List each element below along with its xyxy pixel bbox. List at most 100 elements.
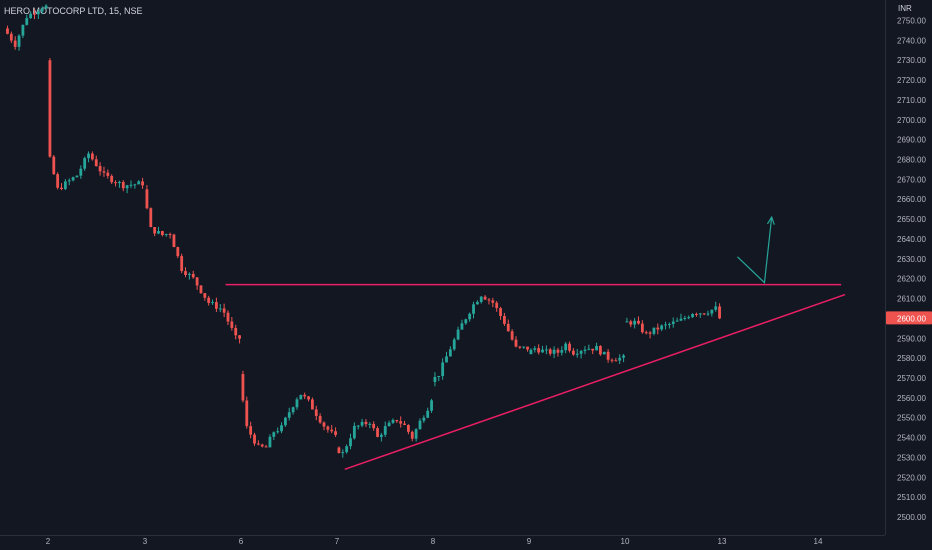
candle-body	[17, 35, 21, 47]
candle-body	[606, 351, 610, 360]
arrow-head	[766, 215, 775, 225]
candle-body	[548, 349, 552, 354]
candle-body	[526, 346, 529, 350]
y-tick-label: 2610.00	[897, 295, 926, 304]
candle-body	[106, 172, 110, 176]
x-tick-label: 7	[335, 537, 340, 546]
candle-body	[671, 321, 675, 324]
candle-body	[695, 313, 698, 315]
candle-body	[679, 318, 683, 321]
candle-body	[79, 168, 83, 176]
drawings-layer	[225, 215, 846, 471]
candle-body	[211, 302, 214, 304]
candle-body	[522, 346, 526, 348]
candle-body	[614, 360, 618, 362]
candle-body	[260, 444, 264, 447]
candle-body	[9, 33, 13, 41]
candle-body	[6, 28, 9, 34]
candle-body	[226, 312, 230, 322]
candle-body	[556, 349, 560, 353]
candle-body	[13, 40, 17, 47]
candle-body	[664, 324, 667, 326]
candle-body	[510, 331, 514, 340]
candle-body	[360, 421, 364, 426]
candle-body	[330, 429, 334, 432]
price-axis[interactable]: 2500.00 2510.00 2520.00 2530.00 2540.00 2550.…	[885, 0, 927, 535]
projection-arrow	[737, 217, 773, 284]
candle-body	[164, 234, 168, 236]
chart-title: HERO MOTOCORP LTD, 15, NSE	[4, 6, 143, 16]
candle-body	[283, 417, 287, 426]
candle-body	[506, 323, 510, 332]
y-tick-label: 2710.00	[897, 96, 926, 105]
candle-body	[314, 409, 318, 416]
candle-body	[656, 327, 660, 330]
candle-body	[63, 181, 67, 190]
candle-body	[599, 345, 602, 355]
price-tag-bg	[886, 311, 932, 325]
candle-body	[383, 426, 387, 435]
candle-body	[702, 313, 706, 315]
candle-body	[518, 346, 522, 348]
y-tick-label: 2740.00	[897, 36, 926, 45]
candle-body	[541, 349, 544, 353]
candle-body	[448, 349, 452, 357]
candle-body	[544, 349, 548, 351]
candle-body	[67, 180, 71, 182]
time-axis[interactable]: 2 3 6 7 8 9 10 13 14	[0, 535, 885, 547]
candle-body	[352, 425, 356, 439]
current-price-tag: 2600.00	[886, 311, 932, 325]
candle-body	[114, 182, 117, 184]
candle-body	[629, 321, 633, 325]
candle-body	[633, 320, 637, 325]
candle-body	[687, 317, 691, 319]
candle-body	[349, 438, 352, 447]
y-tick-label: 2520.00	[897, 473, 926, 482]
candle-body	[337, 447, 341, 453]
candle-body	[456, 329, 460, 340]
candle-body	[303, 394, 307, 397]
candle-body	[537, 348, 541, 353]
candle-body	[564, 343, 568, 351]
x-tick-label: 14	[814, 537, 823, 546]
y-tick-label: 2750.00	[897, 17, 926, 26]
candle-body	[168, 234, 172, 236]
candle-body	[160, 231, 164, 236]
candle-body	[445, 356, 448, 363]
candle-body	[83, 158, 87, 169]
candle-body	[495, 302, 499, 309]
y-tick-label: 2590.00	[897, 334, 926, 343]
candle-body	[98, 166, 102, 172]
candle-body	[40, 8, 44, 12]
y-tick-label: 2570.00	[897, 374, 926, 383]
y-tick-label: 2690.00	[897, 136, 926, 145]
candle-body	[433, 376, 437, 382]
candle-body	[176, 247, 180, 257]
candle-body	[698, 313, 702, 315]
candle-body	[595, 345, 598, 351]
candle-body	[268, 436, 272, 448]
candle-body	[533, 348, 537, 350]
candle-body	[399, 421, 403, 424]
y-tick-label: 2720.00	[897, 76, 926, 85]
candle-body	[637, 320, 640, 324]
candle-body	[710, 309, 714, 314]
candle-body	[133, 184, 137, 186]
candle-body	[253, 434, 256, 444]
candle-body	[75, 175, 79, 178]
candle-body	[29, 13, 33, 19]
candle-body	[514, 339, 518, 347]
candle-body	[718, 306, 721, 319]
candle-body	[475, 301, 479, 305]
y-tick-label: 2540.00	[897, 434, 926, 443]
candle-body	[625, 321, 629, 323]
candle-body	[218, 308, 222, 310]
candle-body	[141, 181, 144, 186]
candle-body	[199, 285, 203, 294]
candle-body	[441, 362, 445, 376]
candle-body	[322, 422, 326, 427]
y-tick-label: 2560.00	[897, 394, 926, 403]
candle-body	[299, 394, 303, 400]
candle-body	[675, 320, 679, 322]
